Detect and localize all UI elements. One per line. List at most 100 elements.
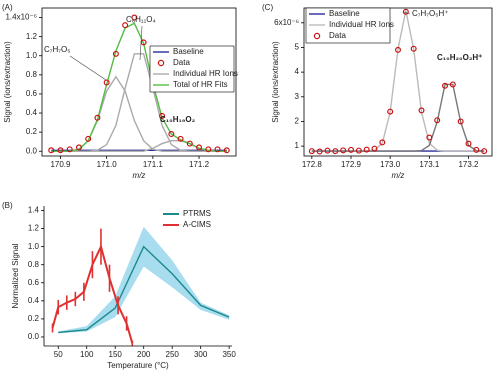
data-point — [75, 144, 82, 151]
data-point — [214, 146, 221, 153]
legend-swatch — [157, 59, 165, 67]
legend-label: A-CIMS — [183, 220, 211, 229]
legend-label: Individual HR Ions — [329, 20, 394, 29]
data-point — [340, 147, 347, 154]
data-point — [442, 82, 449, 89]
legend-swatch — [313, 32, 321, 40]
data-point — [418, 107, 425, 114]
legend-label: Baseline — [329, 9, 360, 18]
y-tick-label: 1.4x10⁻⁶ — [5, 13, 37, 22]
x-tick-label: 250 — [166, 350, 180, 359]
y-tick-label: 1.2 — [26, 32, 38, 41]
x-tick-label: 100 — [80, 350, 94, 359]
panel-label: (C) — [262, 3, 273, 12]
y-axis-label: Normalized Signal — [11, 243, 20, 308]
data-point — [223, 147, 230, 154]
y-tick-label: 1.0 — [26, 51, 38, 60]
annotation: C₁₀H₁₉O₂ — [160, 115, 196, 124]
x-tick-label: 170.9 — [50, 160, 71, 169]
data-point — [371, 145, 378, 152]
y-tick-label: 4 — [295, 67, 300, 76]
legend-label: Baseline — [173, 47, 204, 56]
y-tick-label: 0.8 — [26, 70, 38, 79]
uncertainty-band — [58, 226, 230, 334]
data-point — [186, 140, 193, 147]
data-point — [112, 50, 119, 57]
data-point — [85, 135, 92, 142]
annotation: C₇H₇O₅ — [44, 45, 71, 54]
y-axis-label: Signal (ions/extraction) — [3, 41, 12, 123]
data-point — [426, 134, 433, 141]
data-point — [308, 148, 315, 155]
x-tick-label: 172.8 — [302, 160, 323, 169]
series-line — [58, 245, 230, 334]
data-point — [159, 112, 166, 119]
y-tick-label: 1.2 — [28, 224, 40, 233]
panel-label: (A) — [2, 3, 13, 12]
annotation-leader — [139, 25, 143, 61]
data-point — [481, 148, 488, 155]
x-tick-label: 300 — [194, 350, 208, 359]
data-point — [332, 148, 339, 155]
data-point — [94, 114, 101, 121]
x-tick-label: 171.0 — [97, 160, 118, 169]
data-point — [48, 147, 55, 154]
x-tick-label: 150 — [109, 350, 123, 359]
data-point — [355, 147, 362, 154]
data-point — [177, 135, 184, 142]
data-point — [205, 146, 212, 153]
legend-label: PTRMS — [183, 209, 211, 218]
x-tick-label: 171.2 — [189, 160, 210, 169]
x-axis-label: Temperature (°C) — [107, 361, 169, 370]
annotation: C₈H₁₁O₄ — [126, 15, 156, 24]
y-axis-label: Signal (ions/extraction) — [271, 41, 280, 123]
y-tick-label: 0.6 — [28, 278, 40, 287]
series-line — [311, 83, 485, 152]
x-tick-label: 173.0 — [380, 160, 401, 169]
data-point — [434, 117, 441, 124]
y-tick-label: 1.4 — [28, 206, 40, 215]
y-tick-label: 1 — [295, 141, 300, 150]
plot-frame — [41, 7, 237, 157]
x-tick-label: 173.2 — [458, 160, 479, 169]
annotation: C₁₀H₂₀O₂H⁺ — [437, 53, 482, 62]
x-tick-label: 171.1 — [143, 160, 164, 169]
data-point — [410, 45, 417, 52]
annotation: C₇H₇O₅H⁺ — [412, 9, 449, 18]
legend-label: Data — [329, 31, 346, 40]
annotation-leader — [69, 55, 107, 81]
series-line — [51, 22, 227, 152]
y-tick-label: 0.6 — [26, 89, 38, 98]
x-axis-label: m/z — [392, 171, 405, 180]
panel-label: (B) — [2, 201, 13, 210]
legend-label: Total of HR Fits — [173, 80, 228, 89]
data-point — [131, 14, 138, 21]
x-tick-label: 173.1 — [419, 160, 440, 169]
x-tick-label: 50 — [54, 350, 63, 359]
data-point — [379, 139, 386, 146]
y-tick-label: 0.0 — [26, 146, 38, 155]
y-tick-label: 0.4 — [26, 108, 38, 117]
y-tick-label: 0.2 — [28, 314, 40, 323]
x-tick-label: 172.9 — [341, 160, 362, 169]
plot-frame — [303, 7, 493, 157]
data-point — [402, 8, 409, 15]
data-point — [57, 147, 64, 154]
y-tick-label: 6x10⁻⁶ — [274, 18, 299, 27]
data-point — [473, 146, 480, 153]
data-point — [348, 146, 355, 153]
data-point — [449, 81, 456, 88]
legend-label: Individual HR Ions — [173, 69, 238, 78]
y-tick-label: 0.2 — [26, 127, 38, 136]
y-tick-label: 2 — [295, 117, 300, 126]
data-point — [363, 146, 370, 153]
data-point — [103, 79, 110, 86]
x-tick-label: 350 — [222, 350, 236, 359]
data-point — [196, 144, 203, 151]
data-point — [122, 22, 129, 29]
y-tick-label: 0.4 — [28, 296, 40, 305]
data-point — [168, 131, 175, 138]
data-point — [395, 46, 402, 53]
